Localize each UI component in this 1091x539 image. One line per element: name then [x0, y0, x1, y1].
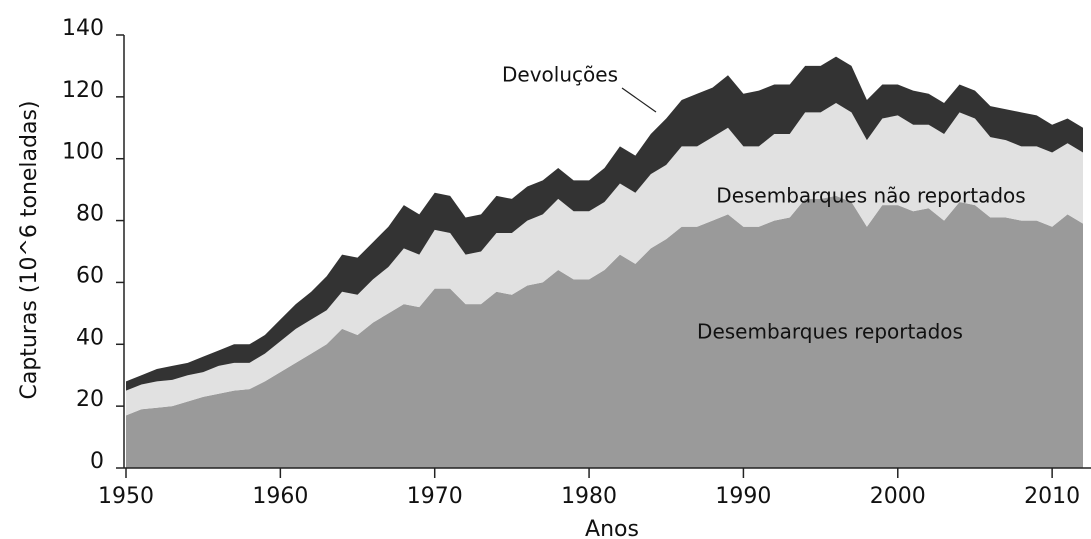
area: [126, 103, 1083, 416]
y-tick-label: 40: [76, 325, 104, 350]
series-label: Desembarques reportados: [697, 320, 963, 344]
leader-line: [621, 87, 657, 113]
area: [126, 56, 1083, 391]
y-axis-label: Capturas (10^6 toneladas): [17, 100, 42, 399]
y-tick-label: 0: [90, 449, 104, 474]
y-tick-label: 60: [76, 263, 104, 288]
area: [126, 195, 1083, 469]
x-tick-label: 2010: [1024, 484, 1080, 509]
y-tick-label: 100: [62, 140, 104, 165]
series-label: Devoluções: [502, 63, 618, 87]
x-axis-label: Anos: [585, 517, 639, 539]
series-label: Desembarques não reportados: [716, 184, 1025, 208]
y-tick-label: 120: [62, 78, 104, 103]
x-tick-label: 1960: [252, 484, 308, 509]
y-tick-label: 80: [76, 202, 104, 227]
y-tick-label: 20: [76, 387, 104, 412]
x-tick-label: 1990: [715, 484, 771, 509]
x-tick-label: 1950: [98, 484, 154, 509]
y-tick-label: 140: [62, 16, 104, 41]
x-tick-label: 2000: [870, 484, 926, 509]
x-tick-label: 1980: [561, 484, 617, 509]
x-tick-label: 1970: [407, 484, 463, 509]
